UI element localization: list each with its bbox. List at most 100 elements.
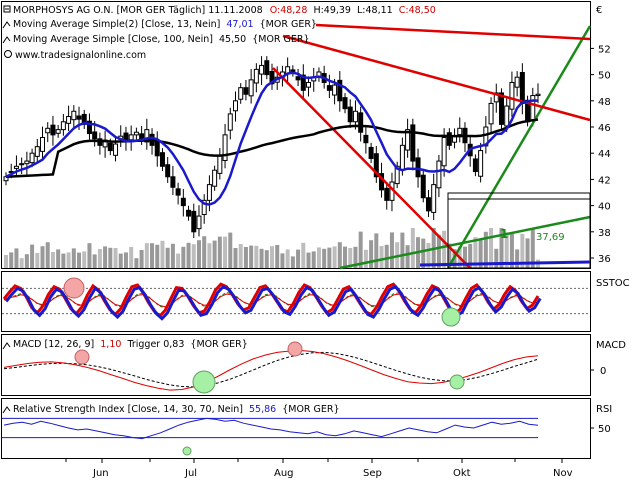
volume-bar [134,258,139,268]
volume-bar [217,236,222,268]
candle-body [394,165,400,185]
candle-body [300,74,306,91]
volume-bar [118,253,123,268]
sma13-label: Moving Average Simple(2) [Close, 13, Nei… [13,19,220,30]
macd-line [3,349,539,391]
candle-body [535,93,541,97]
candle-body [180,197,186,207]
volume-bar [129,247,134,268]
volume-bar [327,247,332,268]
macd-axis-label: MACD [596,340,626,351]
volume-bar [264,250,269,268]
indicator-line-icon [2,21,11,29]
sma100-symbol: {MOR GER} [252,34,309,45]
rsi-signal [182,446,192,456]
price-panel-frame [1,1,591,269]
open-value: O:48,28 [270,5,308,16]
candle-body [92,131,98,140]
volume-bar [139,250,144,268]
volume-bar [322,248,327,268]
candle-body [504,105,510,127]
candle-body [306,81,312,88]
month-label: Okt [453,468,471,479]
volume-bar [473,237,478,268]
trend-lines: 1 37,69 [272,23,592,270]
month-label: Jul [184,468,197,479]
volume-bar [155,244,160,268]
volume-bar [71,248,76,268]
volume-bar [160,240,165,268]
volume-bar [238,244,243,268]
candle-body [206,184,212,201]
candle-body [514,76,520,88]
volume-bar [489,228,494,268]
candle-body [488,102,494,125]
blue-base-line [419,260,591,267]
volume-bar [191,244,196,268]
price-tick-label: 50 [598,71,611,82]
price-tick-label: 46 [598,123,611,134]
volume-bar [66,252,71,268]
candle-body [45,127,51,134]
month-label: Aug [274,468,294,479]
volume-bar [82,251,87,268]
candle-body [415,157,421,178]
volume-bar [228,232,233,268]
candle-body [436,160,442,189]
macd-label: MACD [12, 26, 9] [13,339,94,350]
target-box [447,192,591,269]
candle-body [352,110,358,123]
volume-bar [186,242,191,268]
volume-bar [468,244,473,268]
green-support-line [339,215,591,270]
candle-body [410,124,416,162]
currency-symbol: € [596,5,602,16]
volume-bar [249,245,254,268]
volume-bar [207,243,212,268]
volume-bar [499,228,504,268]
candle-body [259,64,265,75]
moving-averages [5,71,539,206]
volume-bar [332,246,337,268]
candle-body [86,120,92,135]
candle-body [144,129,150,143]
volume-bar [358,231,363,268]
instrument-title: MORPHOSYS AG O.N. [MOR GER Täglich] 11.1… [13,5,436,16]
volume-bar [165,247,170,268]
sstoc-panel-frame [1,271,591,332]
sstoc-sell-signal [63,277,85,299]
volume-bar [176,253,181,268]
volume-bar [254,245,259,268]
indicator-line-icon [2,342,11,350]
month-label: Jun [92,468,109,479]
candle-body [191,210,197,233]
candle-body [29,152,35,164]
candle-body [498,92,504,125]
candle-body [493,92,499,103]
macd-panel-frame [1,334,591,396]
green-trend-line [446,25,592,269]
candle-body [107,142,113,152]
candle-body [133,131,139,136]
volume-bar [45,242,50,268]
rsi-legend: Relative Strength Index [Close, 14, 30, … [13,404,340,415]
volume-bar [97,249,102,268]
volume-bar [436,234,441,268]
candle-body [269,70,275,85]
website-label: www.tradesignalonline.com [15,50,146,61]
candle-body [326,85,332,91]
candle-body [55,129,61,134]
rsi-line [3,417,539,440]
candle-body [420,174,426,199]
candle-body [368,146,374,159]
volume-bar [509,233,514,268]
candle-body [441,136,447,167]
macd-indicator [3,341,594,394]
macd-buy-signal [449,374,465,390]
macd-zero-tick: 0 [600,366,606,377]
candle-body [170,176,176,188]
volume-bar [103,246,108,268]
volume-bars [4,228,540,268]
volume-bar [196,240,201,268]
